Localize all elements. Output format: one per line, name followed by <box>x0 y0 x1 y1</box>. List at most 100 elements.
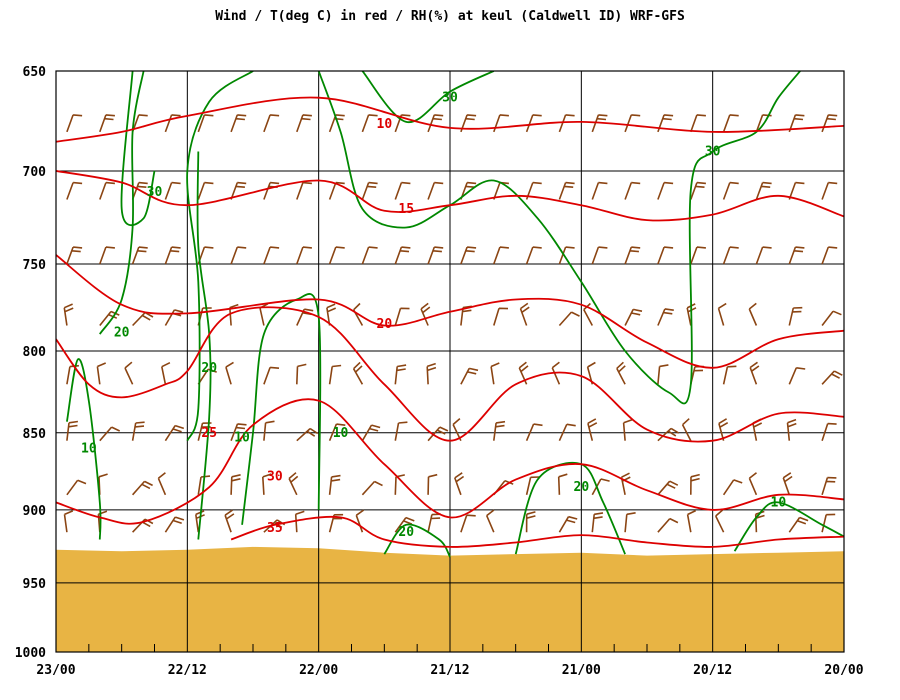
wind-barb <box>657 114 674 133</box>
wind-barb <box>749 361 760 385</box>
x-tick-label: 22/12 <box>168 663 207 678</box>
wind-barb <box>263 246 280 265</box>
rh-contour-label: 20 <box>201 361 217 376</box>
wind-barb <box>454 472 465 496</box>
wind-barb <box>788 246 805 265</box>
wind-barb <box>821 370 843 385</box>
wind-barb <box>296 114 312 133</box>
wind-barb <box>164 181 181 200</box>
wind-barb <box>821 310 842 326</box>
rh-contour-label: 10 <box>333 426 349 441</box>
temperature-contour-label: 20 <box>377 317 393 332</box>
wind-barb <box>230 114 247 133</box>
wind-barb <box>98 473 108 495</box>
wind-barb <box>657 181 674 200</box>
wind-barb <box>616 361 626 385</box>
wind-barb <box>296 181 312 200</box>
wind-barb <box>263 420 275 441</box>
wind-barb <box>427 114 444 133</box>
wind-barb <box>164 516 185 533</box>
plot-frame <box>55 70 845 653</box>
wind-barb <box>657 364 669 385</box>
wind-barb <box>131 421 145 441</box>
wind-barb <box>558 423 576 442</box>
wind-barb <box>821 181 838 200</box>
wind-barb <box>99 310 120 326</box>
temperature-contour-line <box>230 515 844 548</box>
wind-barb <box>66 479 87 496</box>
y-tick-label: 700 <box>23 165 47 180</box>
wind-barb <box>197 114 214 133</box>
wind-barb <box>99 426 121 442</box>
wind-barb <box>361 114 378 133</box>
temperature-contour-line <box>56 398 844 525</box>
wind-barb <box>722 246 739 265</box>
wind-barb <box>722 114 739 133</box>
wind-barb <box>66 246 83 265</box>
wind-barb <box>394 181 411 200</box>
wind-barb <box>493 420 506 441</box>
wind-barb <box>551 361 561 385</box>
temperature-contour-label: 35 <box>267 521 283 536</box>
wind-barb <box>624 246 641 265</box>
y-tick-label: 650 <box>23 65 47 80</box>
wind-barb <box>681 418 692 442</box>
wind-barb <box>262 473 272 495</box>
wind-barb <box>361 424 381 442</box>
wind-barb <box>525 511 536 533</box>
rh-contour-label: 30 <box>705 145 721 160</box>
x-tick-label: 21/12 <box>430 663 469 678</box>
wind-barb <box>657 517 679 533</box>
wind-barb <box>690 365 704 385</box>
temperature-contour-label: 30 <box>267 470 283 485</box>
wind-barb <box>591 512 604 533</box>
x-tick-label: 21/00 <box>562 663 601 678</box>
wind-barb <box>164 424 185 442</box>
wind-barb <box>557 473 568 495</box>
wind-barb <box>788 306 803 326</box>
wind-barb <box>426 362 437 385</box>
wind-barb <box>624 181 641 200</box>
wind-barb <box>427 426 449 442</box>
wind-barb <box>591 246 608 265</box>
wind-barb <box>686 509 697 533</box>
wind-barb <box>131 246 148 265</box>
wind-barb <box>558 515 578 533</box>
rh-contour-label: 10 <box>771 495 787 510</box>
temperature-contour-line <box>56 306 844 443</box>
wind-barb <box>722 181 739 200</box>
y-tick-label: 800 <box>23 345 47 360</box>
wind-barb <box>296 246 312 265</box>
wind-barb <box>161 361 171 385</box>
wind-barb <box>230 246 247 265</box>
wind-barb <box>485 509 495 533</box>
x-tick-label: 20/00 <box>824 663 863 678</box>
wind-barb <box>99 114 115 133</box>
wind-barb <box>460 367 479 385</box>
wind-barb <box>657 480 679 496</box>
wind-barb <box>525 476 540 495</box>
wind-barb <box>782 472 793 496</box>
wind-barb <box>755 114 772 133</box>
axis-layer: 650 700 750 800 850 900 950 1000 23/00 22/12 22/00… <box>15 65 864 678</box>
wind-barb <box>558 114 575 133</box>
wind-barb <box>518 361 529 385</box>
x-tick-label: 23/00 <box>36 663 75 678</box>
wind-barb <box>263 181 280 200</box>
wind-barb <box>420 302 431 326</box>
wind-barb <box>690 246 706 265</box>
wind-barb <box>394 421 408 441</box>
wind-barb <box>99 181 115 200</box>
wind-barb <box>394 364 407 385</box>
wind-barb <box>328 364 342 385</box>
wind-barb <box>821 114 838 133</box>
wind-barb <box>288 472 299 496</box>
rh-contour-line <box>733 501 844 552</box>
temperature-contour-label: 25 <box>201 426 217 441</box>
wind-barb <box>66 114 83 133</box>
wind-barb <box>229 303 239 326</box>
rh-contour-label: 20 <box>114 325 130 340</box>
y-tick-label: 900 <box>23 504 47 519</box>
rh-contour-label: 20 <box>398 525 414 540</box>
wind-barb <box>197 475 211 495</box>
